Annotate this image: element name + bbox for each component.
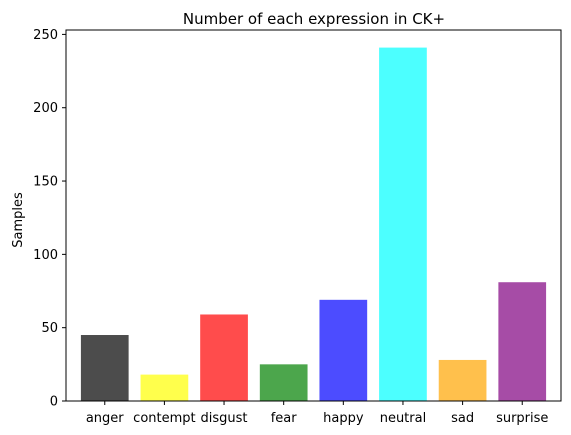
bar-surprise bbox=[498, 282, 547, 401]
plot-frame bbox=[65, 29, 562, 402]
bar-anger bbox=[80, 335, 129, 401]
y-tick-label-100: 100 bbox=[33, 248, 58, 263]
bar-neutral bbox=[379, 47, 427, 402]
chart-title: Number of each expression in CK+ bbox=[183, 10, 445, 28]
bar-sad bbox=[438, 359, 487, 401]
x-tick-label-fear: fear bbox=[271, 411, 298, 426]
y-axis-ticks: 0 50 100 150 200 250 bbox=[33, 28, 66, 410]
y-axis-label: Samples bbox=[11, 192, 26, 248]
x-axis-ticks: anger contempt disgust fear happy neutral sad s… bbox=[86, 401, 548, 426]
y-tick-label-200: 200 bbox=[33, 101, 58, 116]
y-tick-label-150: 150 bbox=[33, 175, 58, 190]
x-tick-label-anger: anger bbox=[86, 411, 124, 426]
x-tick-label-disgust: disgust bbox=[201, 411, 248, 426]
bars bbox=[80, 47, 547, 402]
y-tick-label-50: 50 bbox=[41, 321, 58, 336]
x-tick-label-sad: sad bbox=[451, 411, 474, 426]
bar-happy bbox=[319, 299, 368, 401]
x-tick-label-surprise: surprise bbox=[496, 411, 548, 426]
bar-fear bbox=[259, 364, 308, 401]
y-tick-label-250: 250 bbox=[33, 28, 58, 43]
bar-contempt bbox=[140, 374, 189, 401]
y-tick-label-0: 0 bbox=[50, 395, 58, 410]
x-tick-label-contempt: contempt bbox=[133, 411, 195, 426]
bar-disgust bbox=[200, 314, 248, 401]
x-tick-label-happy: happy bbox=[323, 411, 364, 426]
x-tick-label-neutral: neutral bbox=[380, 411, 427, 426]
